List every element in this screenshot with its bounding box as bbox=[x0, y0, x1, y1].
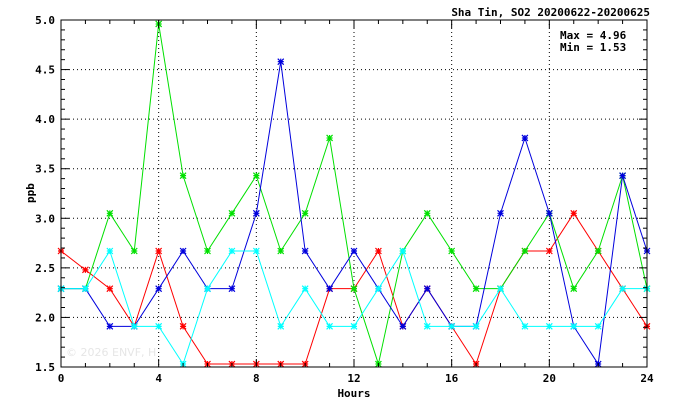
x-tick-label: 0 bbox=[58, 372, 65, 385]
series-2-point bbox=[350, 285, 358, 293]
series-1-point bbox=[81, 266, 89, 274]
grid bbox=[61, 20, 647, 367]
series-2-point bbox=[228, 209, 236, 217]
series-4-point bbox=[106, 247, 114, 255]
series-4-point bbox=[130, 322, 138, 330]
series-3-point bbox=[350, 247, 358, 255]
series-2-point bbox=[326, 134, 334, 142]
series-4-point bbox=[81, 285, 89, 293]
series-2-point bbox=[204, 247, 211, 255]
series-4-point bbox=[399, 247, 407, 255]
x-tick-label: 4 bbox=[155, 372, 162, 385]
series-4-point bbox=[252, 247, 260, 255]
series-4-point bbox=[277, 322, 285, 330]
series-4-point bbox=[423, 322, 431, 330]
series-2-point bbox=[252, 172, 260, 180]
series-3-point bbox=[301, 247, 309, 255]
series-4-point bbox=[350, 322, 358, 330]
series-3-point bbox=[399, 322, 407, 330]
series-2-point bbox=[448, 247, 456, 255]
series-3-point bbox=[179, 247, 187, 255]
series-4-point bbox=[301, 285, 309, 293]
series-4-point bbox=[326, 322, 334, 330]
y-tick-label: 2.5 bbox=[35, 262, 55, 275]
x-tick-label: 8 bbox=[253, 372, 260, 385]
series-2-point bbox=[277, 247, 285, 255]
series-3-point bbox=[423, 285, 431, 293]
y-axis-label: ppb bbox=[24, 183, 37, 203]
series-4-point bbox=[228, 247, 236, 255]
series-1-point bbox=[179, 322, 187, 330]
series-3-point bbox=[277, 58, 285, 66]
series-2-point bbox=[570, 285, 578, 293]
series-3-point bbox=[497, 209, 504, 217]
series-2-point bbox=[594, 247, 602, 255]
chart-title: Sha Tin, SO2 20200622-20200625 bbox=[451, 6, 650, 19]
x-tick-label: 20 bbox=[543, 372, 556, 385]
y-tick-label: 3.0 bbox=[35, 212, 55, 225]
series-4-point bbox=[448, 322, 456, 330]
series-3-point bbox=[326, 285, 334, 293]
series-1-point bbox=[374, 247, 382, 255]
series-2-point bbox=[106, 209, 114, 217]
series-2-point bbox=[521, 247, 529, 255]
y-tick-label: 1.5 bbox=[35, 361, 55, 374]
series-layer bbox=[57, 20, 651, 368]
x-axis-label: Hours bbox=[337, 387, 370, 400]
x-tick-labels: 0 4 8 12 16 20 24 bbox=[58, 372, 654, 385]
x-tick-label: 16 bbox=[445, 372, 459, 385]
series-4-point bbox=[545, 322, 553, 330]
series-2-point bbox=[301, 209, 309, 217]
y-tick-labels: 1.5 2.0 2.5 3.0 3.5 4.0 4.5 5.0 bbox=[35, 14, 55, 374]
series-4-point bbox=[155, 322, 163, 330]
series-1-point bbox=[570, 209, 578, 217]
series-3-point bbox=[521, 134, 529, 142]
y-tick-label: 5.0 bbox=[35, 14, 55, 27]
series-4-point bbox=[374, 285, 382, 293]
series-3-point bbox=[252, 209, 260, 217]
series-3-point bbox=[228, 285, 236, 293]
series-3-point bbox=[106, 322, 114, 330]
series-2-point bbox=[423, 209, 431, 217]
series-3-point bbox=[155, 285, 163, 293]
x-tick-label: 12 bbox=[347, 372, 360, 385]
series-4-point bbox=[619, 285, 627, 293]
series-4-point bbox=[521, 322, 529, 330]
series-3-point bbox=[619, 172, 627, 180]
axis-ticks bbox=[60, 19, 648, 368]
x-tick-label: 24 bbox=[640, 372, 654, 385]
min-label: Min = 1.53 bbox=[560, 41, 626, 54]
series-2-point bbox=[130, 247, 138, 255]
series-1-point bbox=[545, 247, 553, 255]
y-tick-label: 4.0 bbox=[35, 113, 55, 126]
series-1-point bbox=[155, 247, 163, 255]
series-3-point bbox=[545, 209, 553, 217]
series-4-point bbox=[497, 285, 504, 293]
series-4-point bbox=[594, 322, 602, 330]
series-4-point bbox=[570, 322, 578, 330]
y-tick-label: 4.5 bbox=[35, 64, 55, 77]
y-tick-label: 3.5 bbox=[35, 163, 55, 176]
series-4-point bbox=[204, 285, 211, 293]
series-1-point bbox=[106, 285, 114, 293]
series-2-point bbox=[179, 172, 187, 180]
y-tick-label: 2.0 bbox=[35, 311, 55, 324]
series-2-point bbox=[472, 285, 480, 293]
max-label: Max = 4.96 bbox=[560, 29, 627, 42]
series-4-point bbox=[472, 322, 480, 330]
watermark: © 2026 ENVF, H bbox=[66, 346, 156, 359]
